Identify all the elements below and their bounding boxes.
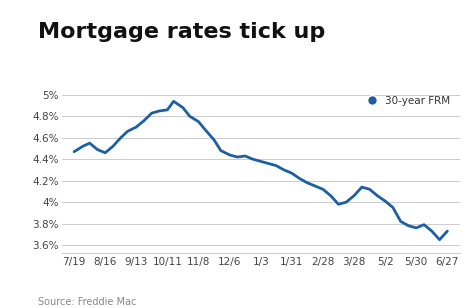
Text: Mortgage rates tick up: Mortgage rates tick up — [38, 22, 325, 42]
Text: Source: Freddie Mac: Source: Freddie Mac — [38, 297, 137, 307]
Legend: 30-year FRM: 30-year FRM — [357, 91, 455, 110]
